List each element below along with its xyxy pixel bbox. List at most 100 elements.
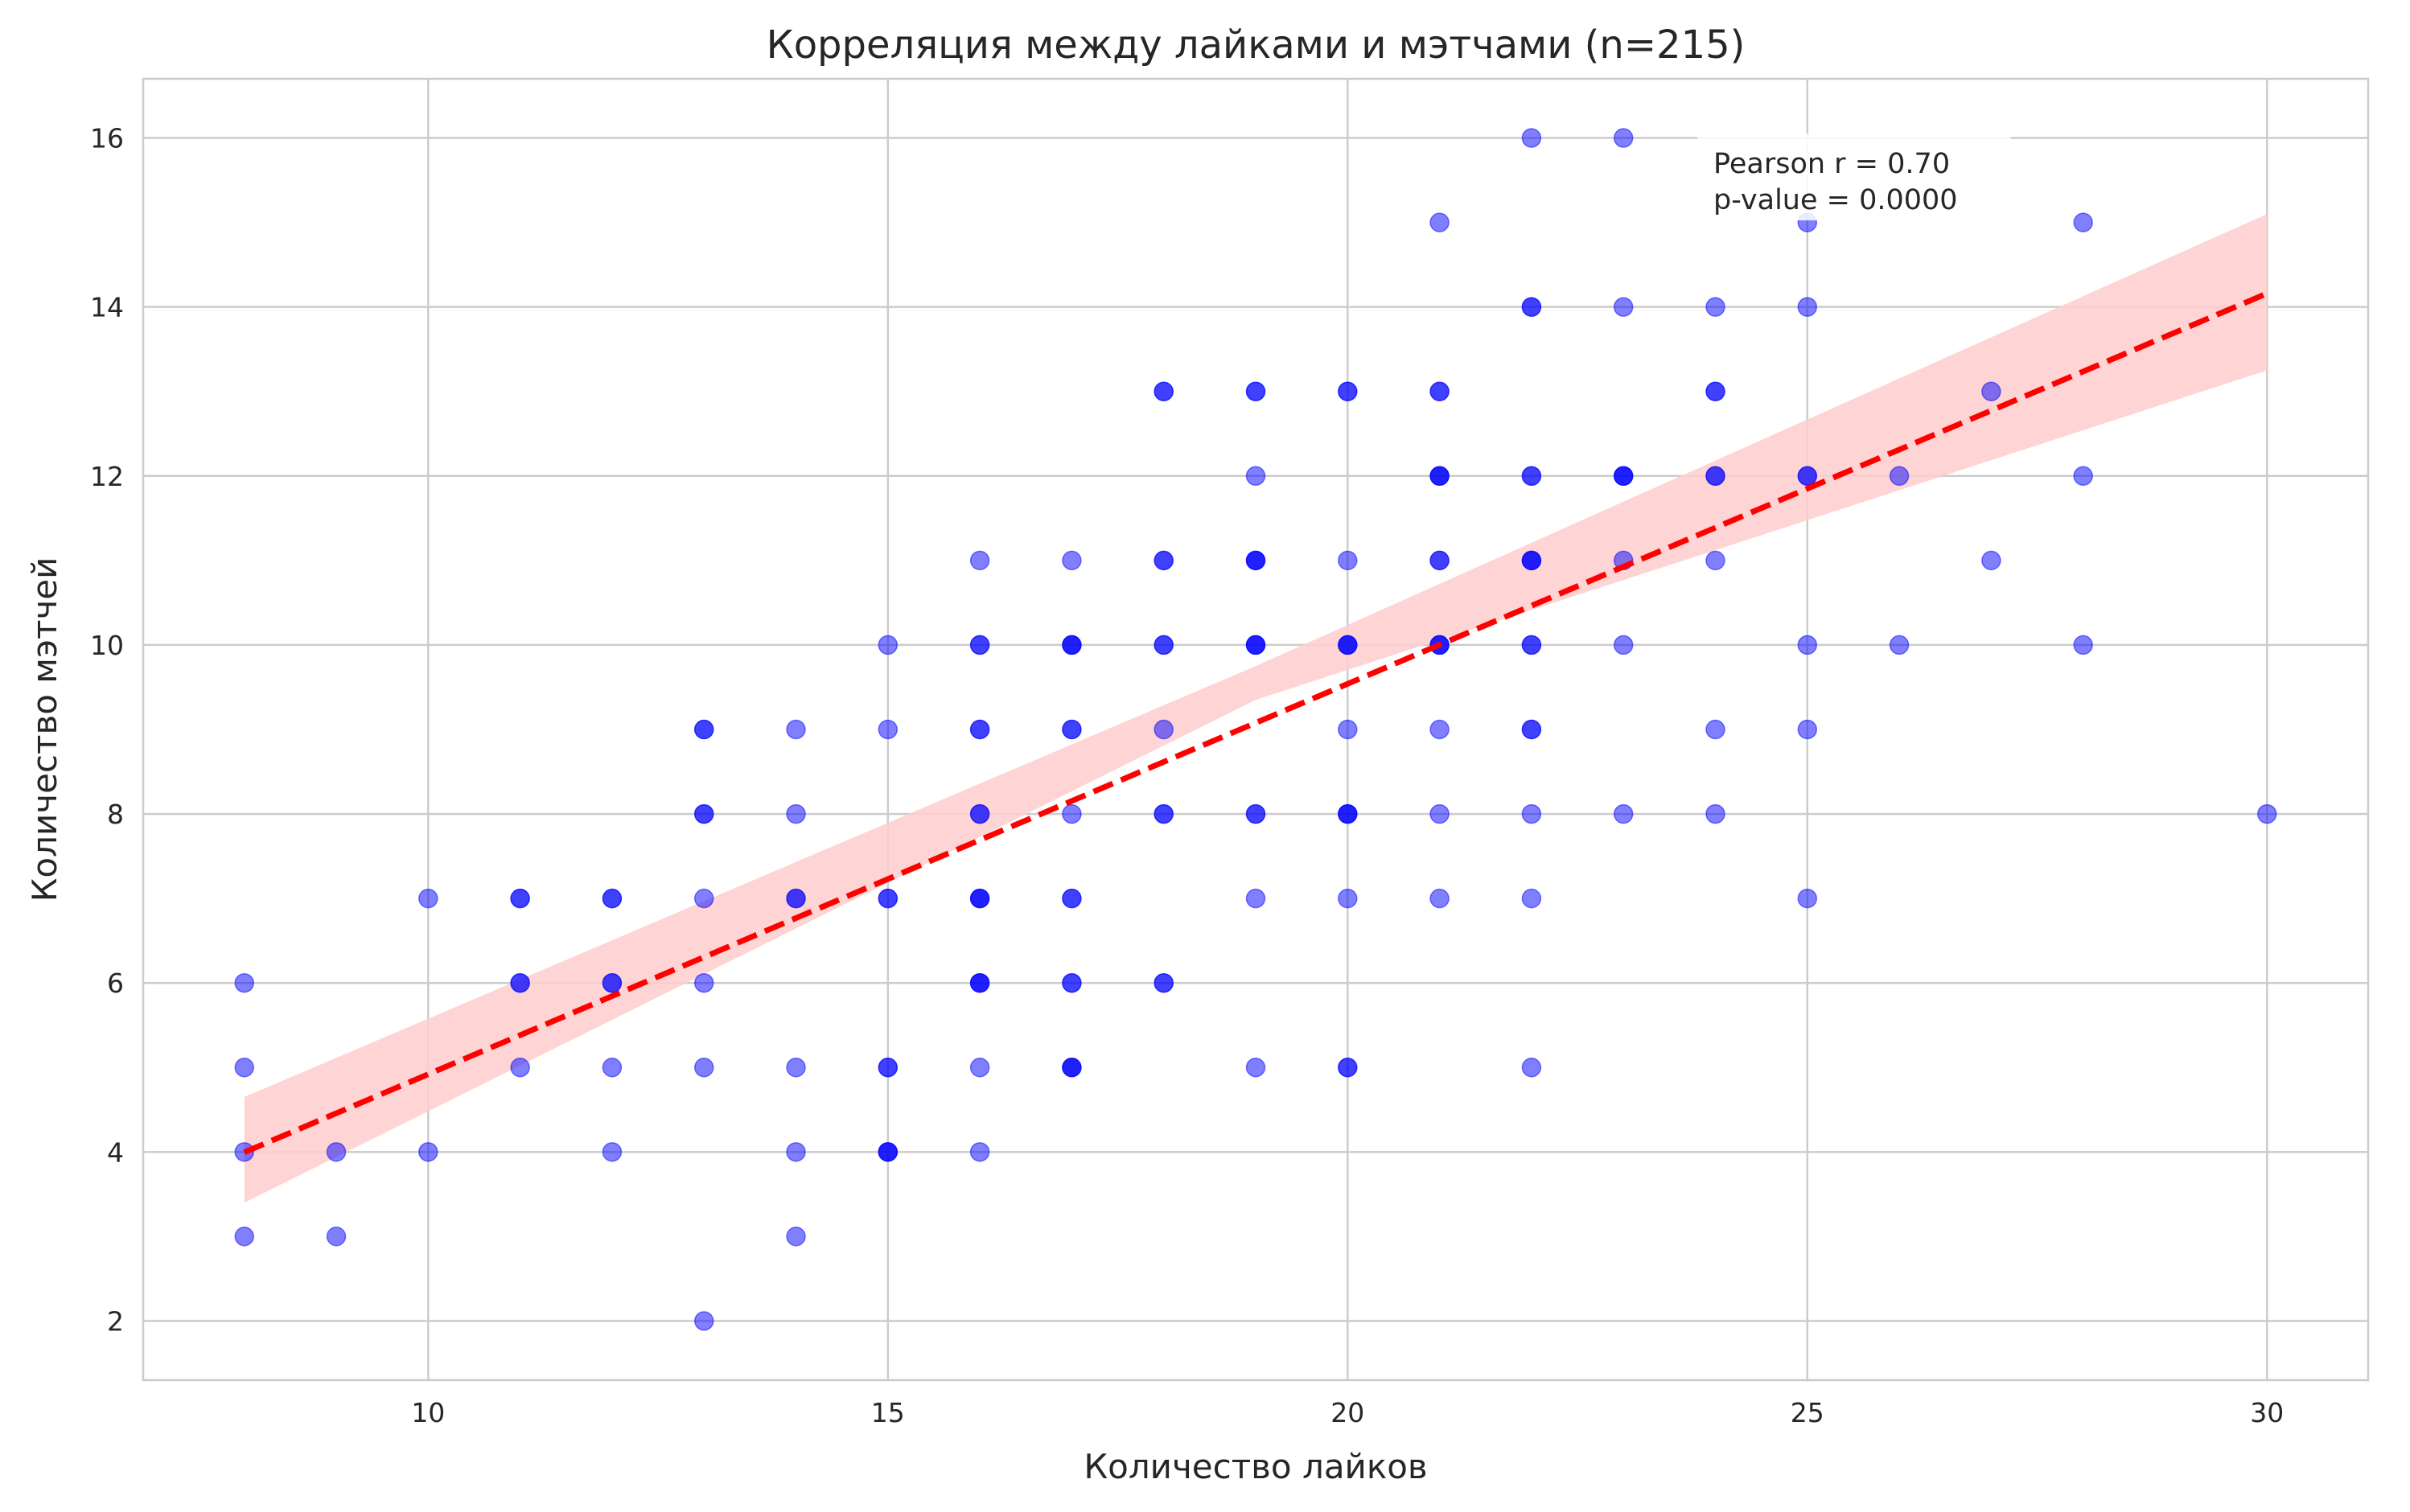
y-tick-label: 2 — [107, 1305, 124, 1337]
scatter-point — [234, 1226, 254, 1247]
scatter-point — [1338, 635, 1358, 655]
scatter-point — [969, 635, 990, 655]
scatter-point — [786, 1226, 806, 1247]
scatter-point — [693, 888, 714, 909]
scatter-point — [1521, 128, 1542, 148]
x-tick-label: 25 — [1791, 1397, 1824, 1428]
scatter-point — [693, 803, 714, 824]
scatter-point — [1797, 297, 1818, 317]
scatter-point — [510, 972, 530, 993]
scatter-point — [1245, 550, 1266, 571]
scatter-point — [878, 1142, 899, 1162]
scatter-point — [786, 803, 806, 824]
scatter-point — [602, 888, 623, 909]
scatter-point — [1338, 888, 1358, 909]
scatter-point — [1429, 888, 1450, 909]
x-tick-labels: 10 15 20 25 30 — [411, 1397, 2284, 1428]
y-tick-label: 6 — [107, 968, 124, 999]
scatter-point — [1889, 635, 1910, 655]
scatter-point — [1613, 297, 1634, 317]
y-tick-label: 4 — [107, 1136, 124, 1168]
confidence-band-area — [244, 214, 2268, 1203]
confidence-band — [244, 214, 2268, 1203]
scatter-point — [1062, 972, 1082, 993]
scatter-point — [418, 888, 438, 909]
scatter-point — [878, 719, 899, 740]
scatter-point — [326, 1226, 347, 1247]
annotation-pearson: Pearson r = 0.70 — [1713, 148, 1950, 180]
scatter-point — [1521, 297, 1542, 317]
scatter-point — [510, 888, 530, 909]
y-tick-label: 10 — [90, 630, 124, 661]
scatter-point — [1245, 803, 1266, 824]
scatter-points — [234, 128, 2277, 1331]
scatter-point — [1062, 1058, 1082, 1078]
scatter-point — [1429, 550, 1450, 571]
scatter-point — [602, 1058, 623, 1078]
scatter-point — [1797, 466, 1818, 487]
scatter-point — [786, 888, 806, 909]
scatter-point — [969, 1058, 990, 1078]
scatter-point — [1245, 466, 1266, 487]
scatter-point — [1521, 466, 1542, 487]
scatter-point — [1705, 381, 1725, 401]
scatter-point — [1613, 803, 1634, 824]
scatter-point — [602, 972, 623, 993]
scatter-point — [1429, 466, 1450, 487]
scatter-point — [2073, 212, 2093, 232]
scatter-point — [1613, 635, 1634, 655]
scatter-point — [878, 1058, 899, 1078]
y-tick-label: 12 — [90, 461, 124, 492]
scatter-point — [1981, 381, 2001, 401]
scatter-point — [1521, 719, 1542, 740]
y-axis-label: Количество мэтчей — [25, 557, 64, 902]
scatter-point — [2073, 635, 2093, 655]
scatter-point — [1705, 550, 1725, 571]
scatter-point — [1705, 719, 1725, 740]
regression-line — [243, 290, 2268, 1155]
scatter-point — [1062, 719, 1082, 740]
scatter-point — [693, 719, 714, 740]
scatter-point — [1062, 635, 1082, 655]
scatter-point — [510, 1058, 530, 1078]
scatter-point — [1613, 128, 1634, 148]
scatter-point — [969, 1142, 990, 1162]
scatter-point — [878, 888, 899, 909]
x-axis-label: Количество лайков — [1084, 1447, 1427, 1486]
scatter-point — [1338, 803, 1358, 824]
scatter-point — [1521, 550, 1542, 571]
y-tick-label: 16 — [90, 123, 124, 154]
scatter-point — [1154, 381, 1174, 401]
scatter-point — [693, 1058, 714, 1078]
chart-title: Корреляция между лайками и мэтчами (n=21… — [767, 23, 1746, 68]
scatter-point — [878, 635, 899, 655]
scatter-point — [786, 1142, 806, 1162]
scatter-point — [786, 719, 806, 740]
scatter-point — [1889, 466, 1910, 487]
y-tick-label: 14 — [90, 292, 124, 323]
scatter-point — [693, 972, 714, 993]
x-tick-label: 30 — [2250, 1397, 2284, 1428]
scatter-point — [1154, 635, 1174, 655]
scatter-point — [1429, 803, 1450, 824]
scatter-point — [969, 803, 990, 824]
scatter-point — [2073, 466, 2093, 487]
y-tick-label: 8 — [107, 799, 124, 830]
scatter-point — [1429, 212, 1450, 232]
scatter-point — [1062, 550, 1082, 571]
scatter-point — [786, 1058, 806, 1078]
scatter-point — [1154, 803, 1174, 824]
scatter-point — [693, 1311, 714, 1331]
scatter-point — [1613, 466, 1634, 487]
scatter-point — [1338, 381, 1358, 401]
scatter-point — [1521, 635, 1542, 655]
scatter-point — [1154, 550, 1174, 571]
scatter-point — [326, 1142, 347, 1162]
scatter-point — [1797, 888, 1818, 909]
plot-background — [142, 77, 2370, 1382]
scatter-point — [234, 1058, 254, 1078]
scatter-point — [1338, 719, 1358, 740]
regression-line-path — [243, 290, 2268, 1155]
scatter-point — [1338, 1058, 1358, 1078]
